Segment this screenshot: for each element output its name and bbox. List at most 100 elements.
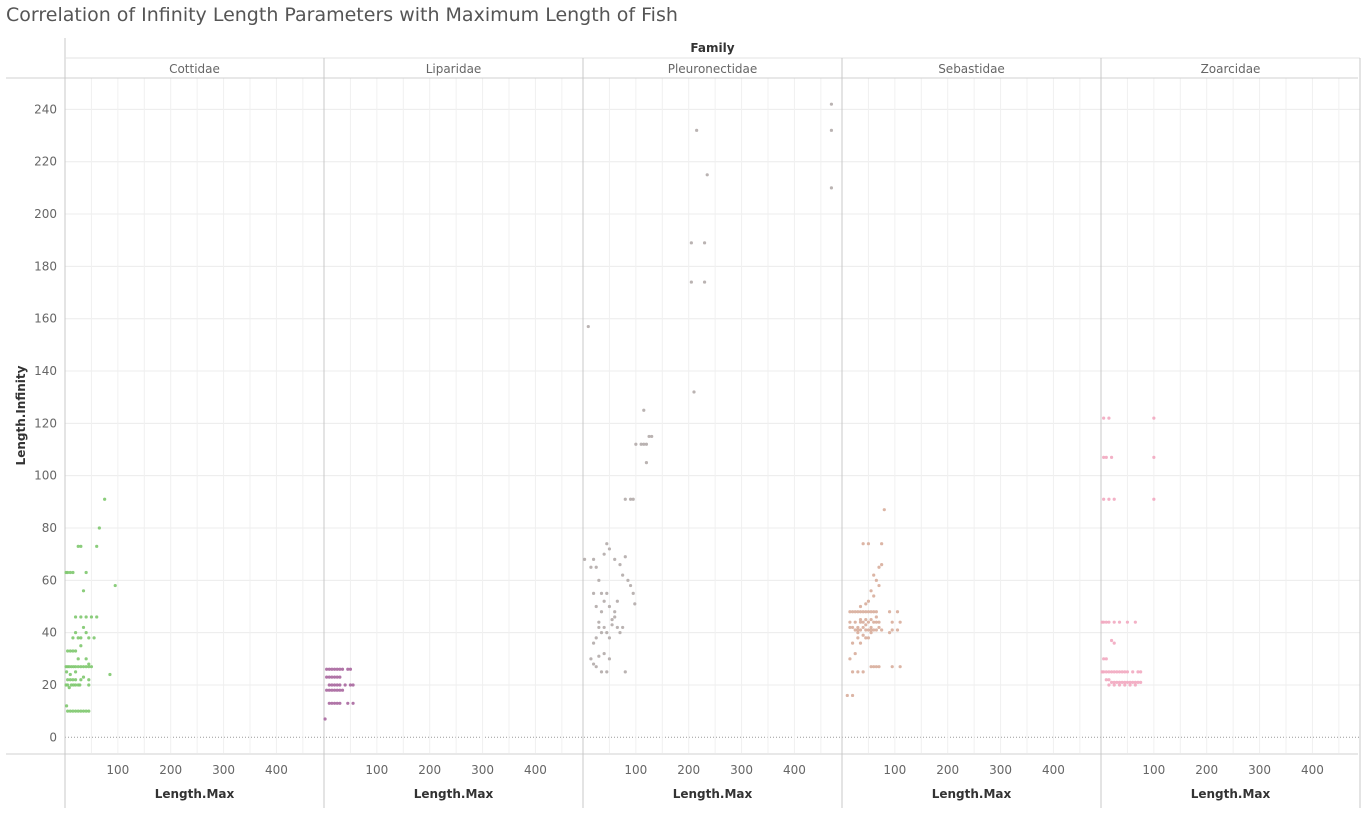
data-point: [850, 693, 855, 698]
data-point: [66, 649, 70, 653]
data-point: [856, 670, 860, 674]
data-point: [335, 667, 339, 671]
data-point: [108, 672, 112, 677]
facet-label-cottidae: Cottidae: [169, 62, 220, 76]
data-point: [895, 610, 900, 614]
data-point: [1104, 670, 1108, 674]
data-point: [864, 602, 868, 606]
data-point: [861, 633, 865, 637]
data-point: [76, 636, 80, 640]
data-point: [639, 442, 643, 446]
data-point: [113, 583, 117, 588]
data-point: [634, 442, 638, 446]
data-point: [597, 625, 601, 630]
data-point: [858, 641, 863, 645]
facet-label-sebastidae: Sebastidae: [938, 62, 1005, 76]
y-tick-label: 200: [34, 207, 57, 221]
data-point: [330, 667, 334, 671]
data-point: [330, 683, 334, 687]
data-point: [642, 408, 646, 412]
data-point: [858, 617, 863, 622]
data-point: [1117, 670, 1122, 674]
data-point: [869, 610, 873, 614]
data-point: [1109, 455, 1114, 459]
y-tick-label: 160: [34, 312, 57, 326]
data-point: [1136, 680, 1140, 684]
data-point: [1117, 620, 1122, 624]
data-point: [829, 102, 834, 106]
x-tick-label: 400: [524, 763, 547, 777]
data-point: [615, 625, 619, 630]
data-point: [872, 665, 876, 669]
data-point: [73, 665, 78, 669]
data-point: [1102, 620, 1106, 624]
data-point: [1133, 680, 1137, 684]
data-point: [607, 657, 612, 661]
data-point: [869, 625, 873, 630]
y-tick-label: 180: [34, 259, 57, 273]
data-point: [877, 565, 881, 569]
data-point: [1112, 620, 1116, 624]
data-point: [79, 665, 83, 669]
data-point: [853, 610, 857, 614]
data-point: [66, 683, 70, 687]
data-point: [858, 610, 863, 614]
data-point: [628, 497, 633, 501]
data-point: [73, 670, 78, 674]
data-point: [591, 591, 596, 596]
y-tick-label: 40: [42, 626, 57, 640]
data-point: [71, 570, 75, 575]
data-point: [599, 591, 604, 596]
data-point: [335, 688, 339, 692]
x-tick-label: 100: [106, 763, 129, 777]
data-point: [81, 709, 86, 713]
data-point: [594, 604, 598, 609]
data-point: [880, 563, 884, 567]
data-point: [1120, 670, 1124, 674]
data-point: [1139, 680, 1143, 684]
x-tick-label: 300: [989, 763, 1012, 777]
data-point: [890, 628, 894, 632]
data-point: [623, 670, 627, 674]
data-point: [95, 544, 99, 548]
data-point: [864, 636, 868, 640]
data-point: [1125, 680, 1130, 684]
data-point: [68, 649, 72, 653]
data-point: [87, 636, 91, 640]
data-point: [850, 670, 855, 674]
data-point: [898, 620, 902, 624]
data-point: [1123, 683, 1127, 687]
data-point: [895, 628, 900, 632]
data-point: [1107, 678, 1111, 682]
data-point: [97, 526, 101, 530]
data-point: [864, 628, 868, 632]
data-point: [1120, 680, 1124, 684]
y-tick-label: 220: [34, 155, 57, 169]
data-point: [330, 701, 334, 705]
data-point: [335, 675, 339, 679]
data-point: [877, 620, 881, 624]
data-point: [1117, 680, 1122, 684]
data-point: [1112, 497, 1116, 501]
data-point: [1112, 680, 1116, 684]
data-point: [874, 628, 878, 632]
data-point: [887, 631, 892, 635]
data-point: [853, 620, 857, 624]
data-point: [1112, 670, 1116, 674]
data-point: [866, 620, 871, 624]
data-point: [1112, 683, 1116, 687]
data-point: [71, 636, 75, 640]
data-point: [695, 128, 699, 132]
data-point: [73, 683, 78, 687]
data-point: [1109, 638, 1114, 643]
data-point: [602, 625, 606, 630]
data-point: [589, 565, 593, 569]
data-point: [340, 667, 345, 671]
data-point: [89, 615, 94, 619]
data-point: [343, 683, 347, 687]
data-point: [1112, 641, 1116, 645]
data-point: [332, 667, 337, 671]
data-point: [67, 685, 71, 690]
data-point: [689, 241, 693, 245]
data-point: [66, 709, 70, 713]
